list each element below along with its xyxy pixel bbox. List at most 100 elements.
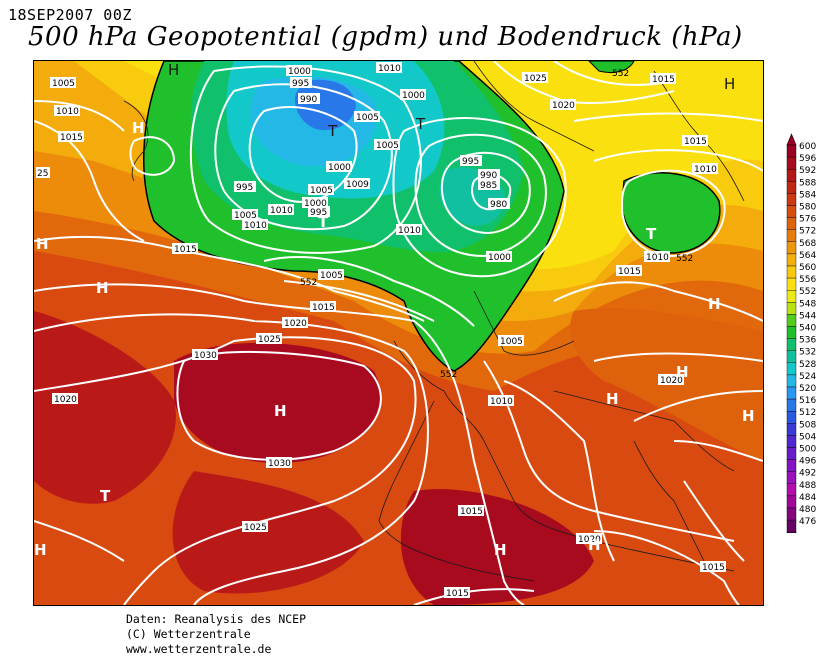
isobar-label: 995: [236, 183, 253, 193]
isobar-label: 1010: [398, 226, 421, 236]
colorbar-swatch: [786, 362, 797, 376]
isobar-label: 1010: [378, 64, 401, 74]
colorbar-level-label: 500: [799, 445, 816, 455]
colorbar-level-label: 548: [799, 299, 816, 309]
isobar-label: 1015: [460, 507, 483, 517]
high-marker: H: [724, 75, 735, 93]
colorbar-swatch: [786, 411, 797, 424]
isobar-label: 1015: [618, 267, 641, 277]
colorbar-swatch: [786, 253, 797, 267]
isobar-label: 1005: [356, 113, 379, 123]
footer-data-source: Daten: Reanalysis des NCEP: [126, 612, 307, 626]
low-marker: T: [318, 213, 329, 231]
high-marker: H: [494, 541, 507, 559]
isobar-label: 1015: [446, 589, 469, 599]
isobar-label: 25: [37, 169, 48, 179]
date-label: 18SEP2007 00Z: [8, 6, 132, 24]
colorbar-swatch: [786, 386, 797, 400]
colorbar-level-label: 564: [799, 251, 816, 261]
high-marker: H: [168, 61, 179, 79]
isobar-label: 1010: [694, 165, 717, 175]
isobar-label: 1005: [234, 211, 257, 221]
isobar-label: 1000: [328, 163, 351, 173]
colorbar-swatch: [786, 144, 797, 158]
colorbar-swatch: [786, 217, 797, 230]
colorbar-level-label: 524: [799, 372, 816, 382]
high-marker: H: [606, 390, 619, 408]
high-marker: H: [676, 363, 689, 381]
colorbar-swatch: [786, 265, 797, 279]
isobar-label: 995: [310, 208, 327, 218]
colorbar-level-label: 560: [799, 263, 816, 273]
isobar-label: 1020: [54, 395, 77, 405]
geopotential-label: 552: [300, 278, 317, 288]
isobar-label: 1000: [304, 199, 327, 209]
isobar-label: 1015: [652, 75, 675, 85]
colorbar-swatch: [786, 277, 797, 291]
colorbar-swatch: [786, 519, 797, 533]
isobar-label: 1000: [488, 253, 511, 263]
colorbar-level-label: 516: [799, 396, 816, 406]
isobar-label: 1010: [490, 397, 513, 407]
colorbar-level-label: 532: [799, 348, 816, 358]
isobar-label: 990: [480, 171, 497, 181]
footer-url: www.wetterzentrale.de: [126, 642, 272, 656]
colorbar-level-label: 504: [799, 432, 816, 442]
high-marker: H: [588, 536, 601, 554]
isobar-label: 1015: [60, 133, 83, 143]
colorbar-level-label: 596: [799, 154, 816, 164]
isobar-label: 1000: [402, 91, 425, 101]
isobar-label: 1005: [310, 186, 333, 196]
colorbar-swatch: [786, 350, 797, 363]
isobar-label: 1015: [312, 303, 335, 313]
colorbar-swatch: [786, 423, 797, 436]
colorbar-top-arrow: [786, 133, 797, 146]
colorbar-level-label: 476: [799, 517, 816, 527]
colorbar-swatch: [786, 338, 797, 351]
isobar-label: 1030: [268, 459, 291, 469]
footer-copyright: (C) Wetterzentrale: [126, 627, 251, 641]
colorbar-level-label: 580: [799, 203, 816, 213]
isobar-label: 990: [300, 95, 317, 105]
high-marker: H: [274, 402, 287, 420]
colorbar-swatch: [786, 326, 797, 339]
colorbar-legend: 600 596 592 588 584 580 576 572 568 564 560 556 552 5…: [786, 133, 832, 544]
map-title: 500 hPa Geopotential (gpdm) und Bodendru…: [28, 22, 743, 52]
geopotential-label: 552: [676, 254, 693, 264]
isobar-label: 1025: [258, 335, 281, 345]
isobar-label: 1010: [244, 221, 267, 231]
colorbar-level-label: 484: [799, 493, 816, 503]
colorbar-swatch: [786, 181, 797, 194]
colorbar-swatch: [786, 229, 797, 242]
isobar-label: 1015: [702, 563, 725, 573]
colorbar-level-label: 600: [799, 142, 816, 152]
colorbar-swatch: [786, 447, 797, 460]
low-marker: T: [646, 225, 657, 243]
colorbar-level-label: 496: [799, 457, 816, 467]
high-marker: H: [96, 279, 109, 297]
colorbar-swatch: [786, 374, 797, 388]
isobar-label: 1025: [244, 523, 267, 533]
colorbar-level-label: 552: [799, 287, 816, 297]
colorbar-swatch: [786, 398, 797, 412]
colorbar-swatch: [786, 435, 797, 448]
colorbar-level-label: 488: [799, 481, 816, 491]
colorbar-swatch: [786, 156, 797, 170]
high-marker: H: [708, 295, 721, 313]
isobar-label: 1015: [684, 137, 707, 147]
colorbar-swatch: [786, 314, 797, 327]
colorbar-level-label: 512: [799, 408, 816, 418]
isobar-label: 1005: [376, 141, 399, 151]
colorbar-level-label: 556: [799, 275, 816, 285]
isobar-label: 1000: [288, 67, 311, 77]
isobar-label: 1010: [56, 107, 79, 117]
footer-credits: Daten: Reanalysis des NCEP (C) Wetterzen…: [126, 612, 306, 657]
isobar-label: 995: [292, 79, 309, 89]
colorbar-level-label: 592: [799, 166, 816, 176]
colorbar-swatch: [786, 169, 797, 182]
colorbar-swatch: [786, 289, 797, 303]
colorbar-level-label: 480: [799, 505, 816, 515]
colorbar-swatch: [786, 205, 797, 218]
colorbar-level-label: 536: [799, 336, 816, 346]
isobar-label: 1010: [270, 206, 293, 216]
